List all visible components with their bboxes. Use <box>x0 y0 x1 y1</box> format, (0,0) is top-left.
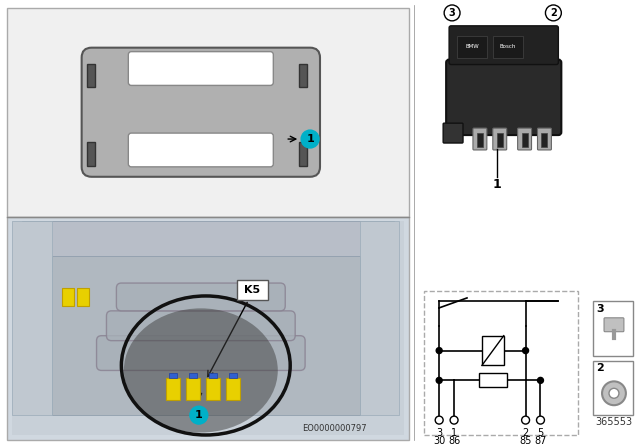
Circle shape <box>436 348 442 353</box>
Bar <box>206 379 220 400</box>
FancyBboxPatch shape <box>473 128 487 150</box>
Text: 3: 3 <box>596 304 604 314</box>
FancyBboxPatch shape <box>82 47 320 177</box>
Ellipse shape <box>124 308 278 432</box>
Text: 365553: 365553 <box>595 417 632 427</box>
Text: EO0000000797: EO0000000797 <box>303 424 367 433</box>
Bar <box>299 64 307 87</box>
Bar <box>228 374 237 379</box>
FancyBboxPatch shape <box>604 318 624 332</box>
FancyBboxPatch shape <box>116 283 285 311</box>
Bar <box>22 221 394 271</box>
Text: 3: 3 <box>449 8 456 18</box>
Bar <box>299 142 307 166</box>
Circle shape <box>444 5 460 21</box>
Circle shape <box>522 416 529 424</box>
Bar <box>166 379 180 400</box>
Bar <box>424 291 578 435</box>
Bar <box>189 374 197 379</box>
Bar <box>7 8 410 216</box>
Bar <box>77 288 88 306</box>
Text: 1: 1 <box>306 134 314 144</box>
FancyBboxPatch shape <box>449 26 558 65</box>
Text: 1: 1 <box>451 428 457 438</box>
Bar <box>360 221 399 415</box>
FancyBboxPatch shape <box>493 128 507 150</box>
Bar <box>209 374 217 379</box>
Circle shape <box>536 416 545 424</box>
Text: 85: 85 <box>520 436 532 446</box>
FancyBboxPatch shape <box>518 128 532 150</box>
Bar <box>12 221 52 415</box>
FancyBboxPatch shape <box>129 52 273 86</box>
Text: 3: 3 <box>436 428 442 438</box>
Circle shape <box>436 377 442 383</box>
Circle shape <box>545 5 561 21</box>
Bar <box>497 133 503 147</box>
Circle shape <box>609 388 619 398</box>
Bar <box>52 256 360 415</box>
Bar <box>186 379 200 400</box>
FancyBboxPatch shape <box>538 128 552 150</box>
Bar <box>86 142 95 166</box>
Circle shape <box>538 377 543 383</box>
Text: 2: 2 <box>522 428 529 438</box>
Bar <box>477 133 483 147</box>
Circle shape <box>602 381 626 405</box>
FancyBboxPatch shape <box>443 123 463 143</box>
Bar <box>457 36 487 58</box>
FancyBboxPatch shape <box>129 133 273 167</box>
Text: K5: K5 <box>244 285 260 295</box>
Circle shape <box>450 416 458 424</box>
Circle shape <box>301 130 319 148</box>
Text: Bosch: Bosch <box>499 44 516 49</box>
Bar <box>62 288 74 306</box>
Text: 5: 5 <box>538 428 543 438</box>
Bar <box>226 379 239 400</box>
Text: 86: 86 <box>448 436 460 446</box>
Bar <box>541 133 547 147</box>
Circle shape <box>190 406 208 424</box>
Bar <box>12 221 404 435</box>
Text: BMW: BMW <box>465 44 479 49</box>
Circle shape <box>523 348 529 353</box>
Bar <box>169 374 177 379</box>
Text: 87: 87 <box>534 436 547 446</box>
FancyBboxPatch shape <box>97 336 305 370</box>
Bar <box>522 133 527 147</box>
Bar <box>482 336 504 366</box>
Bar <box>86 64 95 87</box>
Text: 30: 30 <box>433 436 445 446</box>
Bar <box>493 36 523 58</box>
FancyBboxPatch shape <box>237 280 268 300</box>
Bar <box>479 374 507 388</box>
Text: 2: 2 <box>550 8 557 18</box>
Bar <box>593 301 633 356</box>
Bar <box>7 216 410 440</box>
FancyBboxPatch shape <box>106 311 295 340</box>
FancyBboxPatch shape <box>446 60 561 135</box>
Text: 1: 1 <box>195 410 203 420</box>
Circle shape <box>435 416 443 424</box>
Text: 2: 2 <box>596 363 604 374</box>
Bar <box>593 361 633 415</box>
Text: 1: 1 <box>492 178 501 191</box>
